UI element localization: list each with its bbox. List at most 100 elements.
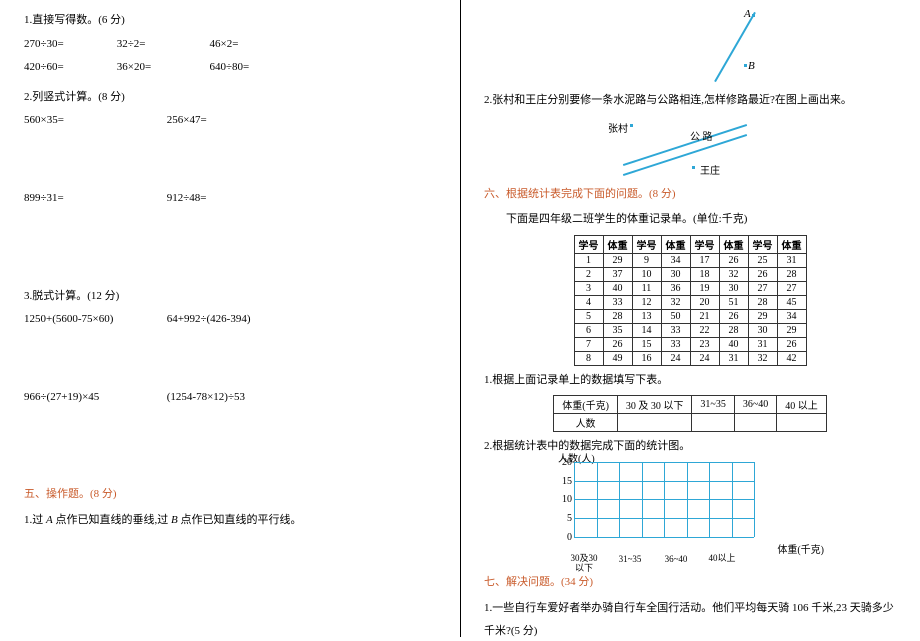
label-a: A — [744, 8, 751, 20]
q3-title: 3.脱式计算。(12 分) — [24, 288, 436, 306]
table-header-row: 学号 体重 学号 体重 学号 体重 学号 体重 — [574, 235, 806, 253]
sec5-q1: 1.过 A 点作已知直线的垂线,过 B 点作已知直线的平行线。 — [24, 512, 436, 530]
x-axis-label: 体重(千克) — [777, 541, 824, 556]
table-row: 人数 — [554, 414, 827, 432]
sec7-q1a: 1.一些自行车爱好者举办骑自行车全国行活动。他们平均每天骑 106 千米,23 … — [484, 600, 896, 618]
td: 8 — [574, 351, 603, 365]
td: 16 — [632, 351, 661, 365]
q2-row2: 899÷31= 912÷48= — [24, 190, 436, 208]
dot-icon — [744, 64, 747, 67]
td: 11 — [632, 281, 661, 295]
td: 28 — [777, 267, 806, 281]
ytick: 0 — [556, 532, 572, 543]
td: 12 — [632, 295, 661, 309]
right-column: A B 2.张村和王庄分别要修一条水泥路与公路相连,怎样修路最近?在图上画出来。… — [460, 0, 920, 637]
label-gonglu: 公 路 — [690, 128, 713, 143]
label-zhangcun: 张村 — [608, 120, 628, 135]
expr: 256×47= — [167, 112, 207, 130]
range-table: 体重(千克) 30 及 30 以下 31~35 36~40 40 以上 人数 — [553, 395, 827, 432]
td: 34 — [661, 253, 690, 267]
ytick: 15 — [556, 476, 572, 487]
td: 9 — [632, 253, 661, 267]
td: 31~35 — [692, 396, 734, 414]
table-row: 433123220512845 — [574, 295, 806, 309]
diagram-ab: A B — [704, 12, 896, 92]
td: 19 — [690, 281, 719, 295]
q3-row1: 1250+(5600-75×60) 64+992÷(426-394) — [24, 311, 436, 329]
td: 28 — [748, 295, 777, 309]
td: 30 — [748, 323, 777, 337]
expr: 420÷60= — [24, 59, 114, 77]
td: 30 及 30 以下 — [617, 396, 692, 414]
ytick: 5 — [556, 513, 572, 524]
text: 点作已知直线的垂线,过 — [53, 514, 171, 526]
diagram-road: 张村 王庄 公 路 — [590, 116, 790, 176]
label-wangzhuang: 王庄 — [700, 162, 720, 177]
text: 点作已知直线的平行线。 — [178, 514, 302, 526]
section5-title: 五、操作题。(8 分) — [24, 486, 436, 504]
td: 7 — [574, 337, 603, 351]
td: 31 — [719, 351, 748, 365]
td: 2 — [574, 267, 603, 281]
q2-text: 2.张村和王庄分别要修一条水泥路与公路相连,怎样修路最近?在图上画出来。 — [484, 92, 896, 110]
td: 49 — [603, 351, 632, 365]
td: 30 — [661, 267, 690, 281]
td: 21 — [690, 309, 719, 323]
td: 40 以上 — [777, 396, 827, 414]
td: 31 — [777, 253, 806, 267]
td: 29 — [603, 253, 632, 267]
xtick: 40以上 — [702, 551, 742, 564]
q2-row1: 560×35= 256×47= — [24, 112, 436, 130]
gridline-icon — [642, 462, 643, 537]
td: 10 — [632, 267, 661, 281]
td: 18 — [690, 267, 719, 281]
left-column: 1.直接写得数。(6 分) 270÷30= 32÷2= 46×2= 420÷60… — [0, 0, 460, 637]
gridline-icon — [732, 462, 733, 537]
table-row: 237103018322628 — [574, 267, 806, 281]
td: 17 — [690, 253, 719, 267]
gridline-icon — [574, 462, 575, 537]
td: 26 — [777, 337, 806, 351]
td: 27 — [777, 281, 806, 295]
td: 28 — [719, 323, 748, 337]
td: 30 — [719, 281, 748, 295]
expr: 64+992÷(426-394) — [167, 311, 251, 329]
table-row: 体重(千克) 30 及 30 以下 31~35 36~40 40 以上 — [554, 396, 827, 414]
td: 26 — [748, 267, 777, 281]
td-empty — [692, 414, 734, 432]
td: 3 — [574, 281, 603, 295]
weight-data-table: 学号 体重 学号 体重 学号 体重 学号 体重 1299341726253123… — [574, 235, 807, 366]
expr: 640÷80= — [210, 59, 250, 77]
var-a: A — [46, 514, 53, 526]
dot-icon — [630, 124, 633, 127]
table-row: 528135021262934 — [574, 309, 806, 323]
td: 26 — [719, 253, 748, 267]
var-b: B — [171, 514, 178, 526]
sec6-intro: 下面是四年级二班学生的体重记录单。(单位:千克) — [484, 211, 896, 229]
td: 33 — [661, 323, 690, 337]
td: 45 — [777, 295, 806, 309]
expr: 966÷(27+19)×45 — [24, 389, 164, 407]
td: 34 — [777, 309, 806, 323]
expr: (1254-78×12)÷53 — [167, 389, 245, 407]
td: 4 — [574, 295, 603, 309]
road-line-icon — [623, 134, 747, 176]
xtick: 36~40 — [656, 554, 696, 564]
td: 14 — [632, 323, 661, 337]
dot-icon — [752, 14, 755, 17]
td: 26 — [719, 309, 748, 323]
gridline-icon — [709, 462, 710, 537]
sec6-q2: 2.根据统计表中的数据完成下面的统计图。 — [484, 438, 896, 456]
td: 26 — [603, 337, 632, 351]
td: 35 — [603, 323, 632, 337]
q1-title: 1.直接写得数。(6 分) — [24, 12, 436, 30]
td: 13 — [632, 309, 661, 323]
td: 37 — [603, 267, 632, 281]
expr: 912÷48= — [167, 190, 207, 208]
td: 32 — [719, 267, 748, 281]
td: 24 — [690, 351, 719, 365]
td: 23 — [690, 337, 719, 351]
gridline-icon — [664, 462, 665, 537]
td-empty — [617, 414, 692, 432]
td-empty — [734, 414, 776, 432]
